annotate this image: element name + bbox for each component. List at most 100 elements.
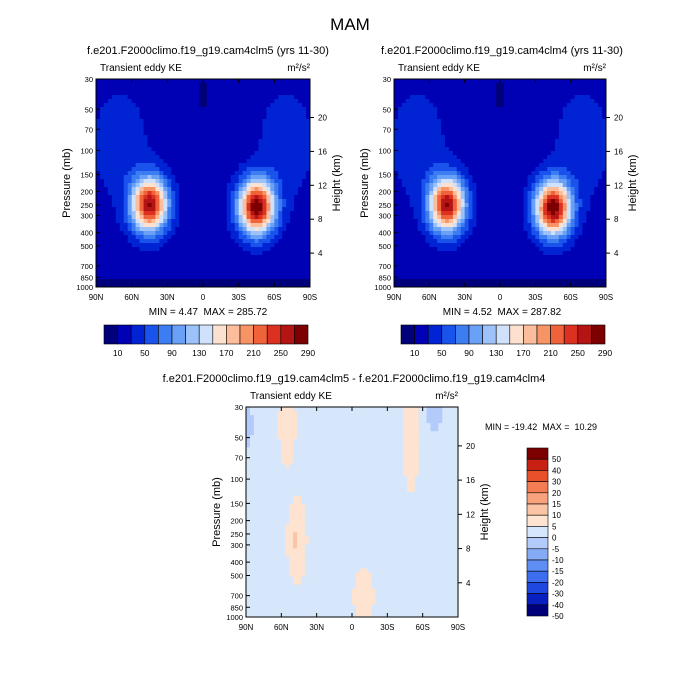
heatmap-cell	[250, 191, 256, 196]
heatmap-cell	[143, 195, 149, 200]
heatmap-cell	[274, 259, 279, 264]
heatmap-cell	[413, 235, 419, 240]
heatmap-cell	[266, 191, 271, 196]
heatmap-cell	[210, 139, 216, 144]
heatmap-cell	[456, 191, 462, 196]
heatmap-cell	[519, 211, 525, 216]
heatmap-cell	[103, 143, 109, 148]
heatmap-cell	[99, 187, 105, 192]
heatmap-cell	[511, 271, 517, 276]
heatmap-cell	[394, 139, 399, 144]
heatmap-cell	[476, 207, 481, 212]
heatmap-cell	[492, 215, 497, 220]
heatmap-cell	[210, 259, 216, 264]
heatmap-cell	[511, 227, 517, 232]
heatmap-cell	[206, 159, 212, 164]
heatmap-cell	[472, 119, 477, 124]
heatmap-cell	[210, 227, 216, 232]
heatmap-cell	[282, 103, 287, 108]
heatmap-cell	[111, 275, 117, 280]
heatmap-cell	[210, 103, 216, 108]
heatmap-cell	[214, 159, 220, 164]
heatmap-cell	[107, 127, 113, 132]
heatmap-cell	[262, 235, 267, 240]
heatmap-cell	[409, 179, 415, 184]
heatmap-cell	[294, 123, 299, 128]
heatmap-cell	[226, 87, 232, 92]
heatmap-cell	[425, 135, 430, 140]
heatmap-cell	[531, 151, 536, 156]
heatmap-cell	[246, 251, 252, 256]
heatmap-cell	[421, 135, 426, 140]
heatmap-cell	[413, 143, 419, 148]
heatmap-cell	[119, 283, 125, 288]
heatmap-cell	[282, 99, 287, 104]
heatmap-cell	[226, 135, 232, 140]
heatmap-cell	[210, 219, 216, 224]
heatmap-cell	[286, 99, 291, 104]
heatmap-cell	[119, 167, 125, 172]
heatmap-cell	[468, 183, 474, 188]
heatmap-cell	[183, 143, 188, 148]
heatmap-cell	[543, 139, 548, 144]
heatmap-cell	[286, 115, 291, 120]
heatmap-cell	[163, 167, 168, 172]
heatmap-cell	[210, 247, 216, 252]
heatmap-cell	[99, 219, 105, 224]
heatmap-cell	[394, 115, 399, 120]
heatmap-cell	[187, 91, 192, 96]
heatmap-cell	[254, 243, 259, 248]
heatmap-cell	[523, 163, 528, 168]
heatmap-cell	[99, 275, 105, 280]
heatmap-cell	[254, 207, 259, 212]
heatmap-cell	[539, 243, 544, 248]
heatmap-cell	[230, 227, 236, 232]
heatmap-cell	[218, 251, 224, 256]
heatmap-cell	[511, 239, 517, 244]
heatmap-cell	[511, 235, 517, 240]
heatmap-cell	[472, 235, 477, 240]
heatmap-cell	[214, 131, 220, 136]
heatmap-cell	[147, 191, 152, 196]
heatmap-cell	[139, 211, 145, 216]
heatmap-cell	[413, 183, 419, 188]
heatmap-cell	[460, 223, 466, 228]
heatmap-cell	[527, 111, 532, 116]
heatmap-cell	[139, 275, 145, 280]
heatmap-cell	[472, 215, 477, 220]
heatmap-cell	[519, 259, 525, 264]
heatmap-cell	[531, 283, 536, 288]
heatmap-cell	[492, 151, 497, 156]
heatmap-cell	[266, 239, 271, 244]
heatmap-cell	[421, 163, 426, 168]
heatmap-cell	[139, 159, 145, 164]
heatmap-cell	[394, 175, 399, 180]
heatmap-cell	[246, 255, 252, 260]
heatmap-cell	[159, 227, 164, 232]
heatmap-cell	[143, 167, 149, 172]
heatmap-cell	[507, 131, 513, 136]
heatmap-cell	[527, 87, 532, 92]
heatmap-cell	[456, 127, 462, 132]
heatmap-cell	[468, 171, 474, 176]
heatmap-cell	[214, 267, 220, 272]
heatmap-cell	[143, 123, 149, 128]
heatmap-cell	[222, 135, 228, 140]
heatmap-cell	[448, 87, 454, 92]
heatmap-cell	[159, 275, 164, 280]
heatmap-cell	[503, 79, 509, 84]
heatmap-cell	[472, 99, 477, 104]
heatmap-cell	[234, 195, 240, 200]
heatmap-cell	[425, 215, 430, 220]
heatmap-cell	[167, 135, 172, 140]
heatmap-cell	[115, 271, 121, 276]
heatmap-cell	[445, 155, 450, 160]
heatmap-cell	[214, 223, 220, 228]
heatmap-cell	[234, 199, 240, 204]
heatmap-cell	[218, 255, 224, 260]
heatmap-cell	[179, 187, 184, 192]
heatmap-cell	[456, 219, 462, 224]
heatmap-cell	[464, 135, 470, 140]
heatmap-cell	[159, 211, 164, 216]
heatmap-cell	[103, 203, 109, 208]
